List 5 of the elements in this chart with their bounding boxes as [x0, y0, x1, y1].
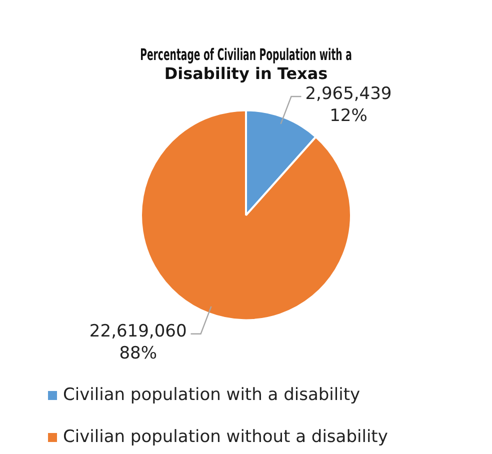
data-label: 22,619,060 88% — [89, 321, 187, 364]
data-label: 2,965,439 12% — [305, 84, 392, 126]
legend-label: Civilian population with a disability — [63, 385, 360, 405]
chart-title: Percentage of Civilian Population with a Disability in Texas — [140, 46, 352, 83]
legend-label: Civilian population without a disability — [63, 427, 388, 447]
